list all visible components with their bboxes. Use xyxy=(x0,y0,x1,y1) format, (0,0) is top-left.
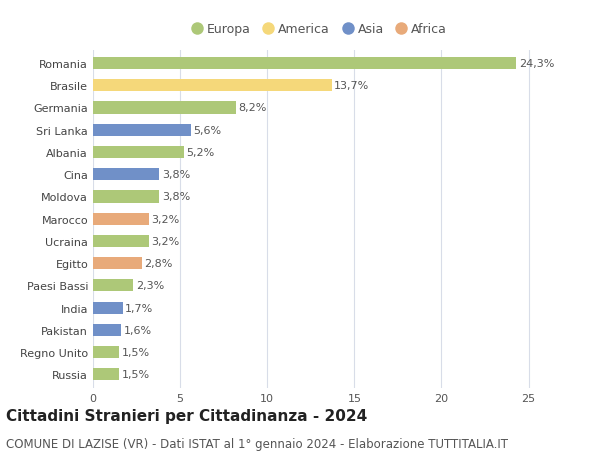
Bar xyxy=(93,346,119,358)
Text: 5,6%: 5,6% xyxy=(193,125,221,135)
Bar xyxy=(93,80,332,92)
Text: 3,2%: 3,2% xyxy=(151,236,179,246)
Text: 3,2%: 3,2% xyxy=(151,214,179,224)
Bar xyxy=(93,302,122,314)
Text: 2,8%: 2,8% xyxy=(145,258,173,269)
Text: 1,5%: 1,5% xyxy=(122,347,150,358)
Text: 8,2%: 8,2% xyxy=(238,103,267,113)
Text: 5,2%: 5,2% xyxy=(186,148,214,157)
Bar xyxy=(93,280,133,292)
Text: 13,7%: 13,7% xyxy=(334,81,370,91)
Bar xyxy=(93,191,159,203)
Bar xyxy=(93,257,142,270)
Bar xyxy=(93,124,191,136)
Text: 1,6%: 1,6% xyxy=(124,325,152,335)
Text: 1,5%: 1,5% xyxy=(122,369,150,380)
Bar xyxy=(93,213,149,225)
Text: Cittadini Stranieri per Cittadinanza - 2024: Cittadini Stranieri per Cittadinanza - 2… xyxy=(6,408,367,423)
Bar xyxy=(93,168,159,181)
Bar xyxy=(93,369,119,381)
Bar xyxy=(93,102,236,114)
Bar xyxy=(93,235,149,247)
Text: 1,7%: 1,7% xyxy=(125,303,154,313)
Text: 3,8%: 3,8% xyxy=(162,192,190,202)
Bar xyxy=(93,58,517,70)
Legend: Europa, America, Asia, Africa: Europa, America, Asia, Africa xyxy=(192,23,447,36)
Text: 2,3%: 2,3% xyxy=(136,281,164,291)
Text: 3,8%: 3,8% xyxy=(162,170,190,180)
Text: COMUNE DI LAZISE (VR) - Dati ISTAT al 1° gennaio 2024 - Elaborazione TUTTITALIA.: COMUNE DI LAZISE (VR) - Dati ISTAT al 1°… xyxy=(6,437,508,451)
Bar xyxy=(93,146,184,159)
Bar xyxy=(93,324,121,336)
Text: 24,3%: 24,3% xyxy=(519,59,554,69)
